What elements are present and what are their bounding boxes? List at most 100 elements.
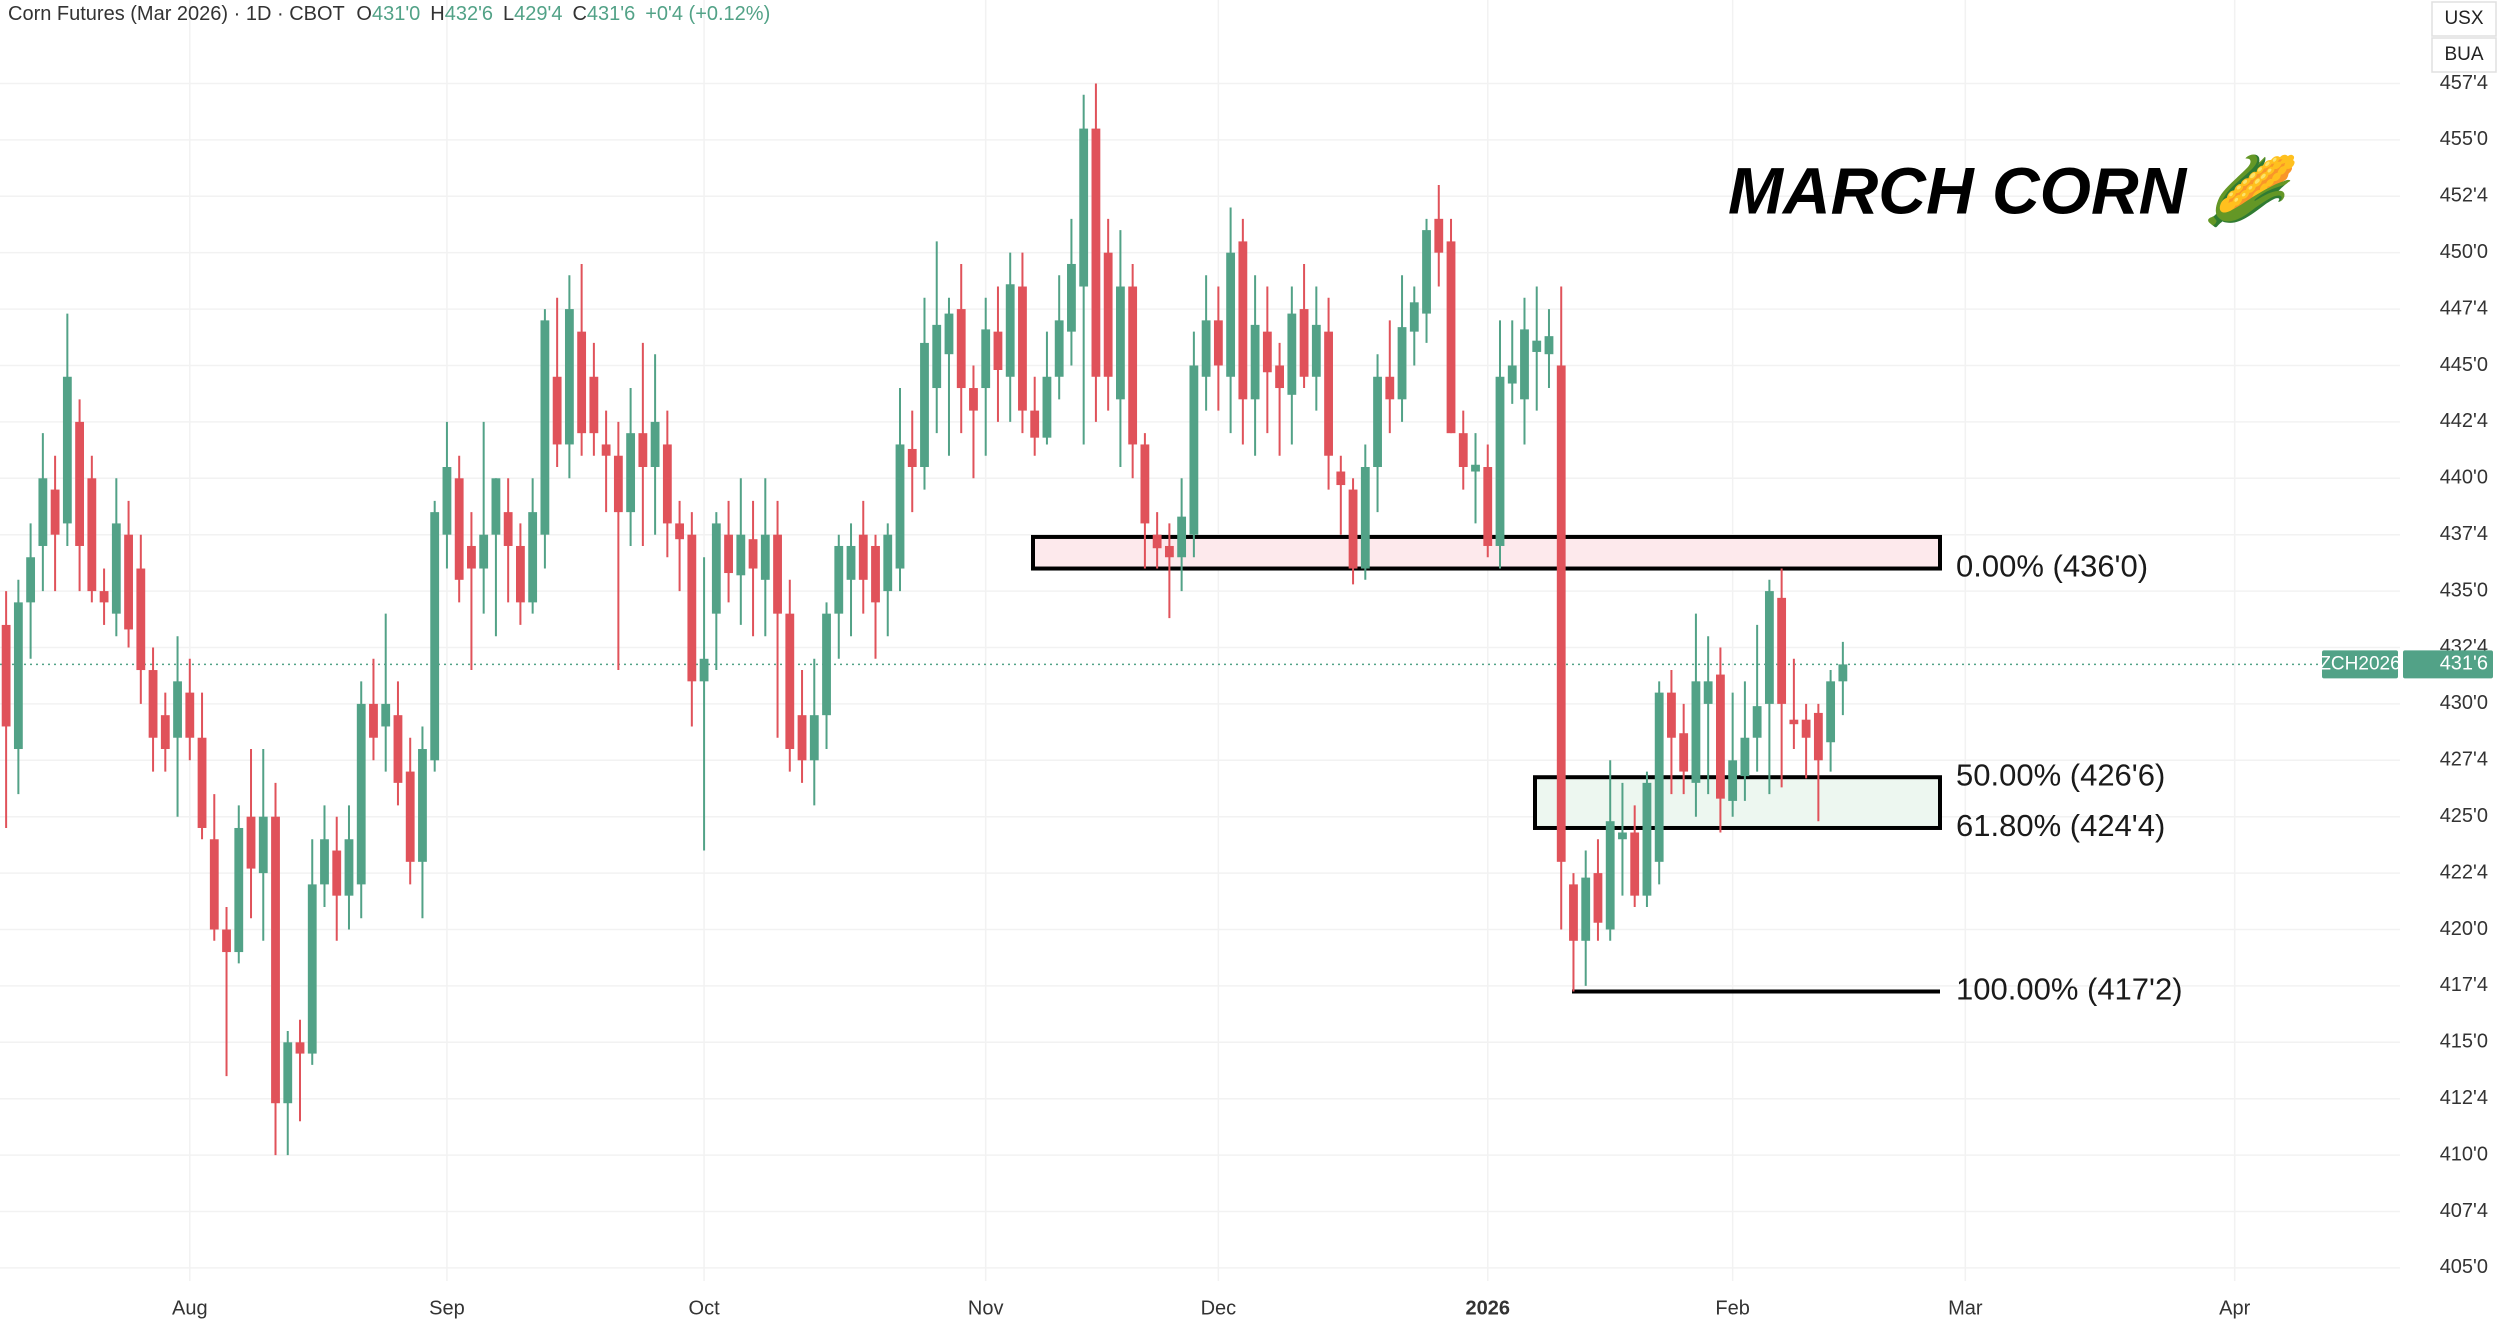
- candle-body: [454, 478, 464, 580]
- candle-body: [13, 602, 23, 750]
- y-tick-label: 407'4: [2440, 1200, 2488, 1222]
- candle-body: [1471, 464, 1480, 472]
- x-tick-label: Nov: [968, 1297, 1004, 1319]
- candle-body: [540, 320, 550, 535]
- candle-body: [589, 376, 599, 434]
- candle-body: [75, 421, 84, 546]
- candle-body: [283, 1042, 293, 1104]
- candle-body: [564, 309, 574, 445]
- price-tag-symbol-text: ZCH2026: [2319, 653, 2400, 674]
- y-tick-label: 430'0: [2440, 692, 2488, 714]
- candle-body: [920, 342, 929, 468]
- price-tag-symbol: [2322, 650, 2398, 679]
- candle-body: [197, 737, 207, 828]
- candle-body: [295, 1042, 305, 1054]
- x-tick-label: Mar: [1948, 1297, 1983, 1319]
- candle-body: [1434, 218, 1444, 253]
- header-change: +0'4 (+0.12%): [645, 3, 770, 25]
- candle-body: [369, 703, 378, 738]
- candle-body: [1752, 706, 1762, 738]
- candle-body: [1446, 241, 1456, 434]
- y-tick-label: 415'0: [2440, 1031, 2488, 1053]
- candle-body: [50, 489, 60, 535]
- candle-body: [1201, 320, 1211, 377]
- candle-body: [724, 534, 733, 574]
- candle-body: [1654, 692, 1664, 862]
- candle-body: [1838, 664, 1848, 682]
- candle-body: [1483, 467, 1493, 546]
- candle-body: [1005, 284, 1015, 377]
- candle-body: [1593, 873, 1603, 923]
- candle-body: [528, 512, 538, 603]
- candle-body: [1605, 821, 1615, 930]
- candle-body: [1348, 489, 1358, 569]
- candle-body: [1054, 320, 1064, 377]
- header-prefix: O: [356, 3, 372, 25]
- candle-body: [1532, 340, 1542, 352]
- header-value: 431'6: [587, 3, 635, 25]
- candle-body: [1397, 327, 1407, 400]
- candle-body: [209, 839, 219, 930]
- candle-body: [822, 613, 831, 716]
- candle-body: [87, 478, 97, 592]
- candle-body: [1691, 681, 1701, 783]
- header-value: 432'6: [445, 3, 493, 25]
- fib-label: 100.00% (417'2): [1956, 972, 2183, 1007]
- candle-body: [969, 388, 978, 411]
- candle-body: [1813, 712, 1823, 761]
- candle-body: [1544, 336, 1554, 355]
- candle-body: [797, 715, 807, 761]
- x-tick-label: Oct: [689, 1297, 721, 1319]
- candle-body: [1287, 313, 1297, 395]
- y-tick-label: 450'0: [2440, 241, 2488, 263]
- candle-body: [405, 771, 415, 862]
- candle-body: [185, 692, 195, 738]
- candle-body: [1630, 832, 1640, 896]
- y-tick-label: 442'4: [2440, 410, 2488, 432]
- candle-body: [1642, 782, 1652, 896]
- y-tick-label: 437'4: [2440, 523, 2488, 545]
- candle-body: [1299, 309, 1309, 377]
- candle-body: [932, 324, 942, 389]
- annotation: MARCH CORN 🌽: [1728, 151, 2299, 228]
- candle-body: [1618, 832, 1627, 840]
- candle-body: [1030, 410, 1040, 438]
- candle-body: [1311, 324, 1321, 377]
- candle-body: [503, 512, 513, 546]
- x-tick-label: Aug: [172, 1297, 208, 1319]
- candle-body: [246, 816, 256, 869]
- candle-body: [626, 433, 636, 513]
- candle-body: [1507, 365, 1517, 384]
- candle-body: [1116, 286, 1125, 400]
- x-tick-label: Apr: [2219, 1297, 2250, 1319]
- unit-box: [2431, 1, 2497, 37]
- candle-body: [1238, 241, 1248, 400]
- candle-body: [1801, 719, 1811, 738]
- price-tag-text: 431'6: [2440, 653, 2488, 675]
- y-tick-label: 422'4: [2440, 861, 2488, 883]
- x-tick-label: Sep: [429, 1297, 465, 1319]
- candle-body: [516, 545, 525, 603]
- candle-body: [467, 545, 476, 569]
- candle-body: [1189, 365, 1199, 535]
- x-tick-label: Dec: [1201, 1297, 1237, 1319]
- candle-body: [1079, 128, 1089, 287]
- y-tick-label: 452'4: [2440, 185, 2488, 207]
- candle-body: [491, 478, 501, 535]
- candle-body: [136, 568, 146, 671]
- y-tick-label: 412'4: [2440, 1087, 2488, 1109]
- candle-body: [62, 376, 72, 524]
- candle-body: [1226, 252, 1236, 377]
- unit-label: BUA: [2444, 44, 2483, 65]
- candle-body: [479, 534, 489, 569]
- candle-body: [1789, 719, 1799, 725]
- candle-body: [1679, 733, 1689, 772]
- x-tick-label: Feb: [1715, 1297, 1749, 1319]
- candle-body: [234, 827, 244, 953]
- y-tick-label: 427'4: [2440, 749, 2488, 771]
- candle-body: [1740, 737, 1750, 777]
- candle-body: [1091, 128, 1101, 377]
- candle-body: [307, 884, 317, 1054]
- candle-body: [344, 839, 354, 896]
- candle-body: [699, 658, 709, 682]
